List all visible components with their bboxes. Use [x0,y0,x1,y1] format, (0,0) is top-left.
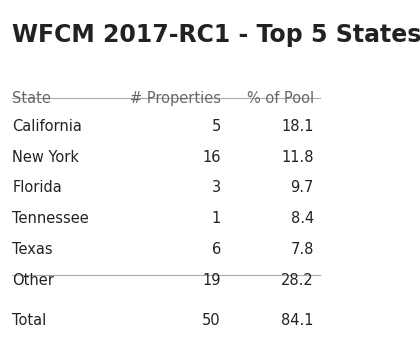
Text: Florida: Florida [13,180,62,195]
Text: State: State [13,91,51,105]
Text: 8.4: 8.4 [291,211,314,226]
Text: 18.1: 18.1 [281,119,314,134]
Text: 3: 3 [212,180,221,195]
Text: 6: 6 [212,242,221,257]
Text: 16: 16 [202,150,221,164]
Text: Other: Other [13,273,54,288]
Text: WFCM 2017-RC1 - Top 5 States: WFCM 2017-RC1 - Top 5 States [13,23,420,47]
Text: Tennessee: Tennessee [13,211,89,226]
Text: New York: New York [13,150,79,164]
Text: 11.8: 11.8 [281,150,314,164]
Text: 7.8: 7.8 [291,242,314,257]
Text: 5: 5 [212,119,221,134]
Text: Texas: Texas [13,242,53,257]
Text: 28.2: 28.2 [281,273,314,288]
Text: % of Pool: % of Pool [247,91,314,105]
Text: 1: 1 [212,211,221,226]
Text: # Properties: # Properties [130,91,221,105]
Text: 84.1: 84.1 [281,313,314,328]
Text: 50: 50 [202,313,221,328]
Text: 9.7: 9.7 [291,180,314,195]
Text: California: California [13,119,82,134]
Text: Total: Total [13,313,47,328]
Text: 19: 19 [202,273,221,288]
